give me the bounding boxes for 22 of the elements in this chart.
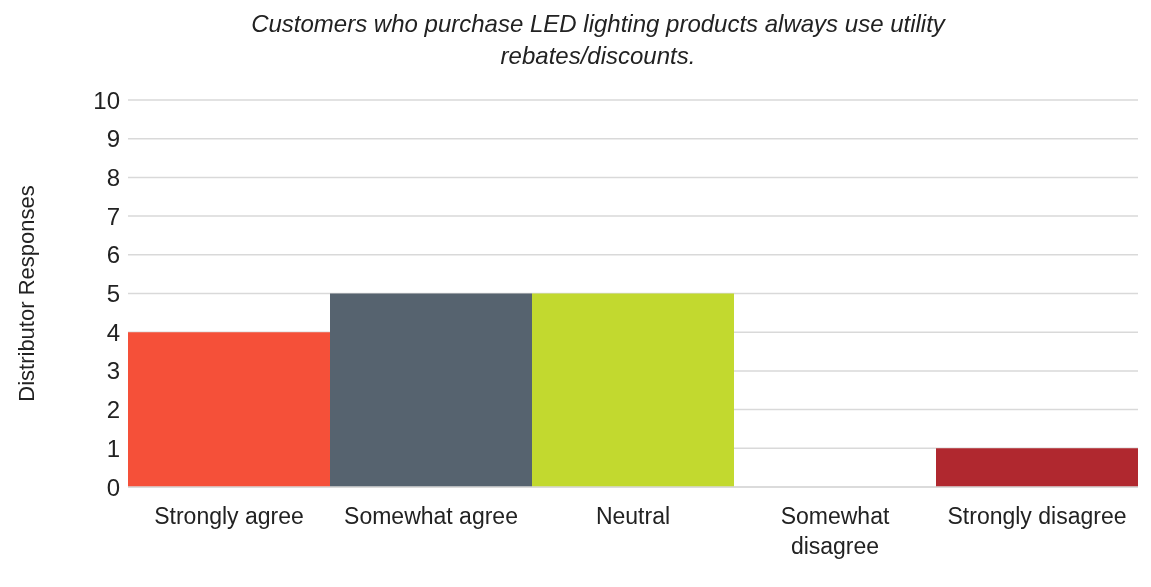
y-tick-label: 9 bbox=[106, 125, 120, 153]
bar bbox=[532, 293, 734, 487]
y-tick-label: 0 bbox=[106, 473, 120, 501]
x-tick-label: Somewhat disagree bbox=[779, 502, 891, 561]
y-axis-title: Distributor Responses bbox=[13, 185, 39, 402]
bar bbox=[936, 448, 1138, 487]
y-tick-label: 8 bbox=[106, 163, 120, 191]
x-tick-label: Somewhat agree bbox=[343, 502, 519, 531]
x-tick-label: Strongly disagree bbox=[946, 502, 1128, 531]
y-tick-label: 2 bbox=[106, 396, 120, 424]
bar bbox=[330, 293, 532, 487]
bar bbox=[128, 332, 330, 487]
x-tick-label: Strongly agree bbox=[153, 502, 305, 531]
y-tick-label: 6 bbox=[106, 241, 120, 269]
y-tick-label: 10 bbox=[93, 86, 120, 114]
y-tick-label: 3 bbox=[106, 357, 120, 385]
y-tick-label: 4 bbox=[106, 318, 120, 346]
y-tick-label: 1 bbox=[106, 434, 120, 462]
x-tick-label: Neutral bbox=[594, 502, 672, 531]
chart-title: Customers who purchase LED lighting products always use utility rebates/discounts. bbox=[250, 9, 947, 71]
y-tick-label: 7 bbox=[106, 202, 120, 230]
y-tick-label: 5 bbox=[106, 280, 120, 308]
